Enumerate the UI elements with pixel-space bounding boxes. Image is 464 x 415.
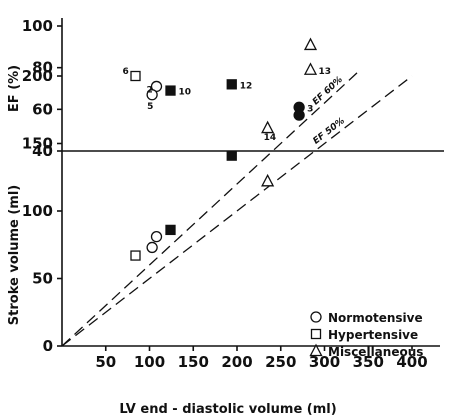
bottom-y-tick-label: 0	[43, 337, 53, 355]
x-tick-label: 400	[396, 353, 427, 371]
legend-label: Hypertensive	[328, 328, 418, 342]
bottom-y-axis-title: Stroke volume (ml)	[7, 185, 22, 325]
top-y-tick-label: 40	[32, 142, 53, 160]
bottom-y-tick-label: 200	[22, 67, 53, 85]
ef-point-label: 10	[179, 88, 192, 98]
legend-label: Normotensive	[328, 311, 423, 325]
x-axis-title: LV end - diastolic volume (ml)	[119, 402, 336, 415]
stroke-volume-point	[165, 224, 176, 236]
top-y-tick-label: 60	[32, 100, 53, 118]
ef-point	[226, 79, 237, 90]
stroke-volume-point	[130, 250, 141, 261]
x-tick-label: 50	[95, 353, 116, 371]
stroke-volume-point	[261, 173, 275, 187]
reference-line-label: EF 60%	[311, 75, 345, 107]
top-y-axis-title: EF (%)	[7, 65, 22, 112]
stroke-volume-point	[150, 230, 163, 243]
stroke-volume-point	[146, 241, 158, 254]
top-y-tick-label: 80	[32, 59, 53, 77]
ef-point	[261, 120, 275, 134]
ef-point-label: 3	[307, 104, 313, 114]
ef-point-label: 5	[147, 102, 153, 112]
stroke-volume-point	[226, 150, 237, 161]
legend-marker-circle-open	[310, 311, 322, 323]
x-tick-label: 350	[353, 353, 384, 371]
legend-label: Miscellaneous	[328, 345, 423, 359]
ef-point-label: 13	[319, 67, 332, 77]
legend: Normotensive Hypertensive Miscellaneous	[309, 311, 423, 359]
bottom-y-tick-label: 50	[32, 270, 53, 288]
ef-point-label: 14	[264, 133, 277, 143]
ef-point	[165, 85, 176, 96]
x-tick-label: 100	[134, 353, 165, 371]
axes: 50 100 150 200 250 300 350 400 40 60 80 100 0 50 100 15…	[22, 17, 444, 371]
reference-line-ef-60	[61, 68, 362, 347]
reference-lines	[61, 68, 413, 347]
ef-point	[146, 89, 158, 101]
stroke-volume-point	[303, 37, 318, 51]
x-tick-label: 150	[178, 353, 209, 371]
chart-labels: LV end - diastolic volume (ml) EF (%) Stro…	[7, 65, 347, 415]
x-tick-label: 300	[309, 353, 340, 371]
ef-point	[130, 70, 141, 82]
data-points	[130, 37, 318, 261]
ef-point-label: 2	[147, 85, 153, 95]
x-tick-label: 200	[221, 353, 252, 371]
ef-point	[303, 62, 318, 75]
top-y-tick-label: 100	[22, 17, 53, 35]
x-tick-label: 250	[265, 353, 296, 371]
reference-line-ef-50	[61, 75, 413, 347]
bottom-y-tick-label: 100	[22, 202, 53, 220]
stroke-volume-point	[293, 109, 305, 121]
bottom-y-tick-label: 150	[22, 135, 53, 153]
ef-point-label: 12	[240, 81, 253, 91]
legend-marker-square-open	[310, 328, 322, 340]
ef-point-label: 6	[123, 67, 129, 77]
legend-marker-triangle-open	[309, 343, 323, 357]
reference-line-label: EF 50%	[311, 116, 346, 146]
